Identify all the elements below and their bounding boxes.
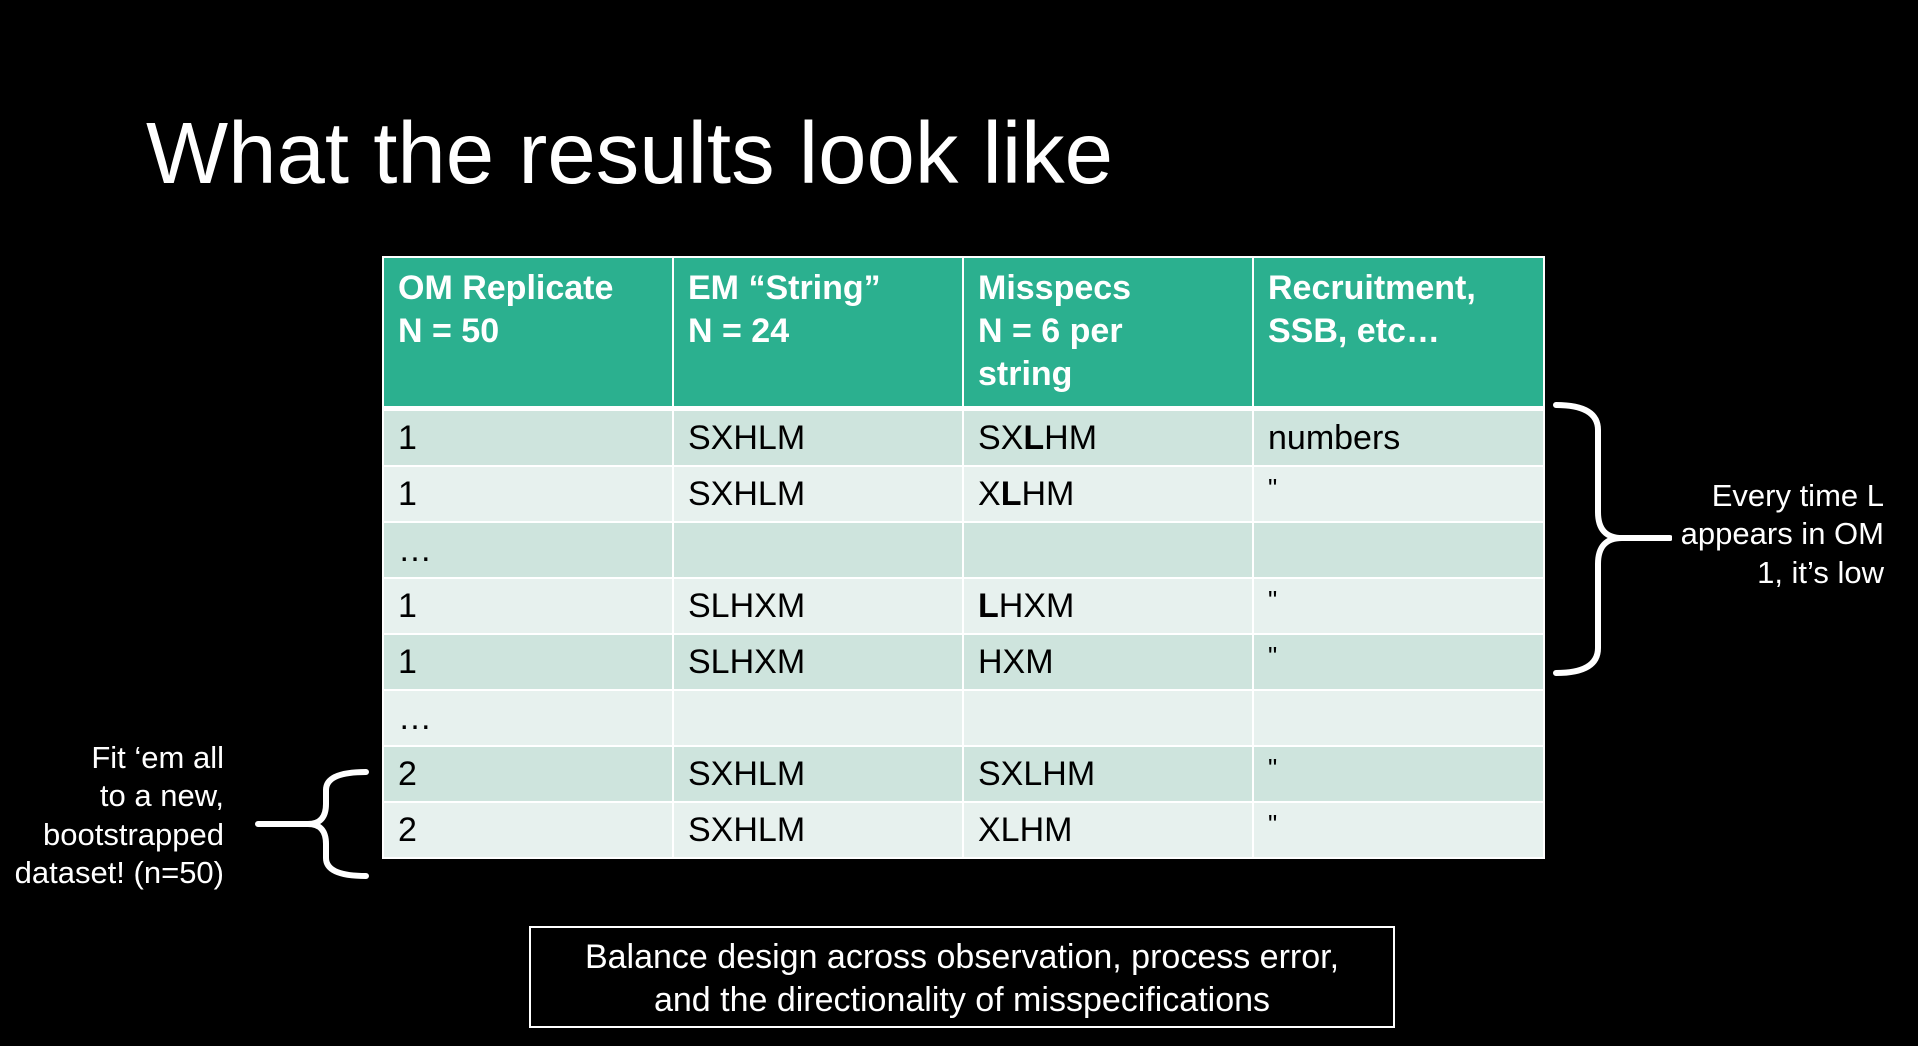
- cell-value: ": [1252, 465, 1545, 523]
- cell-value: ": [1252, 745, 1545, 803]
- results-table: OM Replicate N = 50 EM “String” N = 24 M…: [382, 256, 1545, 859]
- cell-om: 1: [382, 465, 674, 523]
- summary-line: and the directionality of misspecificati…: [653, 980, 1271, 1019]
- header-recruitment: Recruitment, SSB, etc…: [1252, 256, 1545, 411]
- cell-misspec: SXLHM: [962, 407, 1254, 467]
- slide-title: What the results look like: [146, 105, 1114, 202]
- note-bootstrap: Fit ‘em all to a new, bootstrapped datas…: [0, 739, 224, 893]
- note-line: dataset! (n=50): [14, 855, 224, 891]
- cell-value: ": [1252, 633, 1545, 691]
- right-brace-icon: [1553, 402, 1672, 676]
- header-line: OM Replicate: [398, 269, 614, 307]
- header-line: SSB, etc…: [1268, 312, 1440, 351]
- cell-om: 1: [382, 633, 674, 691]
- cell-em: SXHLM: [672, 745, 964, 803]
- cell-value: [1252, 521, 1545, 579]
- cell-value: ": [1252, 801, 1545, 859]
- cell-om: 1: [382, 577, 674, 635]
- cell-value: ": [1252, 577, 1545, 635]
- table-row: …: [382, 521, 1545, 579]
- cell-em: SXHLM: [672, 465, 964, 523]
- table-row: 2 SXHLM SXLHM ": [382, 745, 1545, 803]
- header-line: N = 24: [688, 312, 790, 351]
- cell-misspec: XLHM: [962, 465, 1254, 523]
- header-line: Recruitment,: [1268, 269, 1476, 307]
- note-line: Fit ‘em all: [91, 740, 224, 775]
- cell-misspec: LHXM: [962, 577, 1254, 635]
- cell-om: 1: [382, 407, 674, 467]
- cell-em: SLHXM: [672, 633, 964, 691]
- header-line: EM “String”: [688, 269, 881, 307]
- cell-om: …: [382, 521, 674, 579]
- cell-om: 2: [382, 801, 674, 859]
- cell-om: 2: [382, 745, 674, 803]
- left-brace-icon: [255, 769, 369, 879]
- note-line: 1, it’s low: [1757, 554, 1884, 590]
- header-line: Misspecs: [978, 269, 1132, 307]
- header-line: N = 50: [398, 312, 500, 351]
- cell-em: SXHLM: [672, 801, 964, 859]
- header-em-string: EM “String” N = 24: [672, 256, 964, 411]
- table-row: 1 SXHLM XLHM ": [382, 465, 1545, 523]
- cell-misspec: HXM: [962, 633, 1254, 691]
- cell-value: [1252, 689, 1545, 747]
- table-row: 1 SLHXM HXM ": [382, 633, 1545, 691]
- header-misspecs: Misspecs N = 6 per string: [962, 256, 1254, 411]
- cell-value: numbers: [1252, 407, 1545, 467]
- cell-em: [672, 521, 964, 579]
- cell-misspec: SXLHM: [962, 745, 1254, 803]
- note-line: appears in OM: [1680, 516, 1884, 552]
- header-om-replicate: OM Replicate N = 50: [382, 256, 674, 411]
- table-row: 2 SXHLM XLHM ": [382, 801, 1545, 859]
- header-line: N = 6 per: [978, 312, 1123, 351]
- note-line: bootstrapped: [43, 816, 224, 852]
- summary-line: Balance design across observation, proce…: [584, 938, 1340, 976]
- cell-misspec: [962, 689, 1254, 747]
- cell-om: …: [382, 689, 674, 747]
- summary-box: Balance design across observation, proce…: [529, 926, 1395, 1028]
- table-row: 1 SLHXM LHXM ": [382, 577, 1545, 635]
- cell-em: SLHXM: [672, 577, 964, 635]
- note-line: Every time L: [1711, 478, 1884, 513]
- cell-misspec: [962, 521, 1254, 579]
- table-header-row: OM Replicate N = 50 EM “String” N = 24 M…: [382, 256, 1545, 411]
- cell-misspec: XLHM: [962, 801, 1254, 859]
- table-row: …: [382, 689, 1545, 747]
- note-every-time-l: Every time L appears in OM 1, it’s low: [1620, 477, 1884, 592]
- cell-em: [672, 689, 964, 747]
- table-row: 1 SXHLM SXLHM numbers: [382, 407, 1545, 467]
- cell-em: SXHLM: [672, 407, 964, 467]
- note-line: to a new,: [99, 778, 224, 814]
- header-line: string: [978, 355, 1073, 394]
